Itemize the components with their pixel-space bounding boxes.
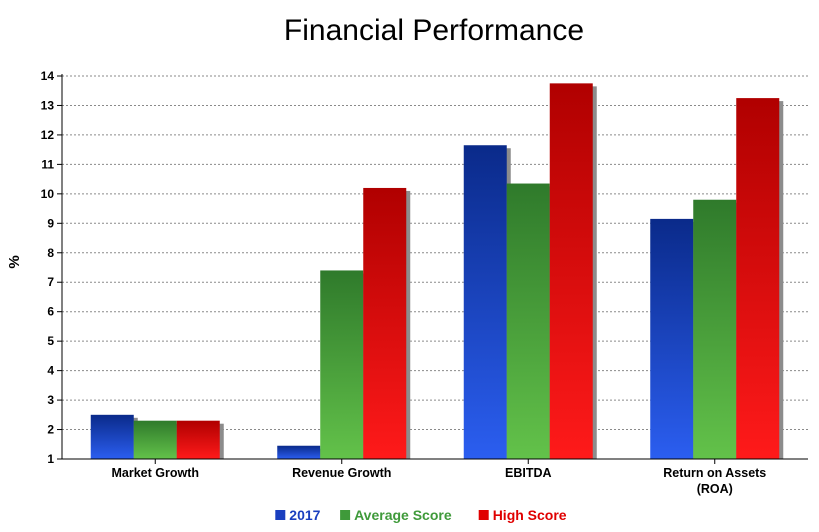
chart-title: Financial Performance bbox=[284, 14, 584, 47]
bar bbox=[277, 445, 321, 459]
bar bbox=[549, 83, 593, 459]
x-tick-label-line: Market Growth bbox=[111, 466, 199, 480]
bars bbox=[90, 83, 784, 460]
x-tick-label: EBITDA bbox=[505, 466, 552, 480]
legend-label: High Score bbox=[493, 507, 567, 523]
legend-swatch bbox=[340, 510, 351, 520]
bar bbox=[176, 420, 220, 459]
x-tick-label: Revenue Growth bbox=[292, 466, 391, 480]
bar bbox=[320, 270, 364, 459]
bar bbox=[133, 420, 177, 459]
legend-label: 2017 bbox=[289, 507, 320, 523]
y-tick-label: 12 bbox=[41, 128, 55, 142]
bar bbox=[90, 414, 134, 459]
y-tick-label: 13 bbox=[41, 98, 55, 112]
legend: 2017 Average Score High Score bbox=[275, 507, 567, 523]
bar bbox=[650, 218, 694, 459]
y-tick-label: 1 bbox=[47, 452, 54, 466]
bar bbox=[506, 183, 550, 460]
gridlines bbox=[62, 75, 808, 431]
y-tick-label: 10 bbox=[41, 187, 55, 201]
bar bbox=[693, 199, 737, 459]
legend-swatch bbox=[275, 510, 286, 520]
x-tick-label: Return on Assets (ROA) bbox=[663, 466, 766, 496]
y-axis-label: % bbox=[6, 255, 23, 268]
y-tick-label: 8 bbox=[47, 246, 54, 260]
x-tick-label-line: (ROA) bbox=[697, 482, 733, 496]
y-tick-label: 7 bbox=[47, 275, 54, 289]
y-tick-label: 2 bbox=[47, 423, 54, 437]
y-tick-label: 4 bbox=[47, 364, 54, 378]
x-tick-label-line: EBITDA bbox=[505, 466, 552, 480]
bar bbox=[463, 145, 507, 459]
x-tick-label-line: Return on Assets bbox=[663, 466, 766, 480]
legend-swatch bbox=[478, 510, 489, 520]
x-tick-label: Market Growth bbox=[111, 466, 199, 480]
y-tick-label: 5 bbox=[47, 334, 54, 348]
bar bbox=[736, 98, 780, 459]
y-tick-label: 9 bbox=[47, 216, 54, 230]
x-tick-label-line: Revenue Growth bbox=[292, 466, 391, 480]
y-tick-label: 6 bbox=[47, 305, 54, 319]
y-tick-label: 11 bbox=[41, 157, 54, 171]
bar bbox=[363, 187, 407, 459]
y-tick-label: 14 bbox=[41, 69, 55, 83]
y-tick-label: 3 bbox=[47, 393, 54, 407]
legend-label: Average Score bbox=[354, 507, 452, 523]
